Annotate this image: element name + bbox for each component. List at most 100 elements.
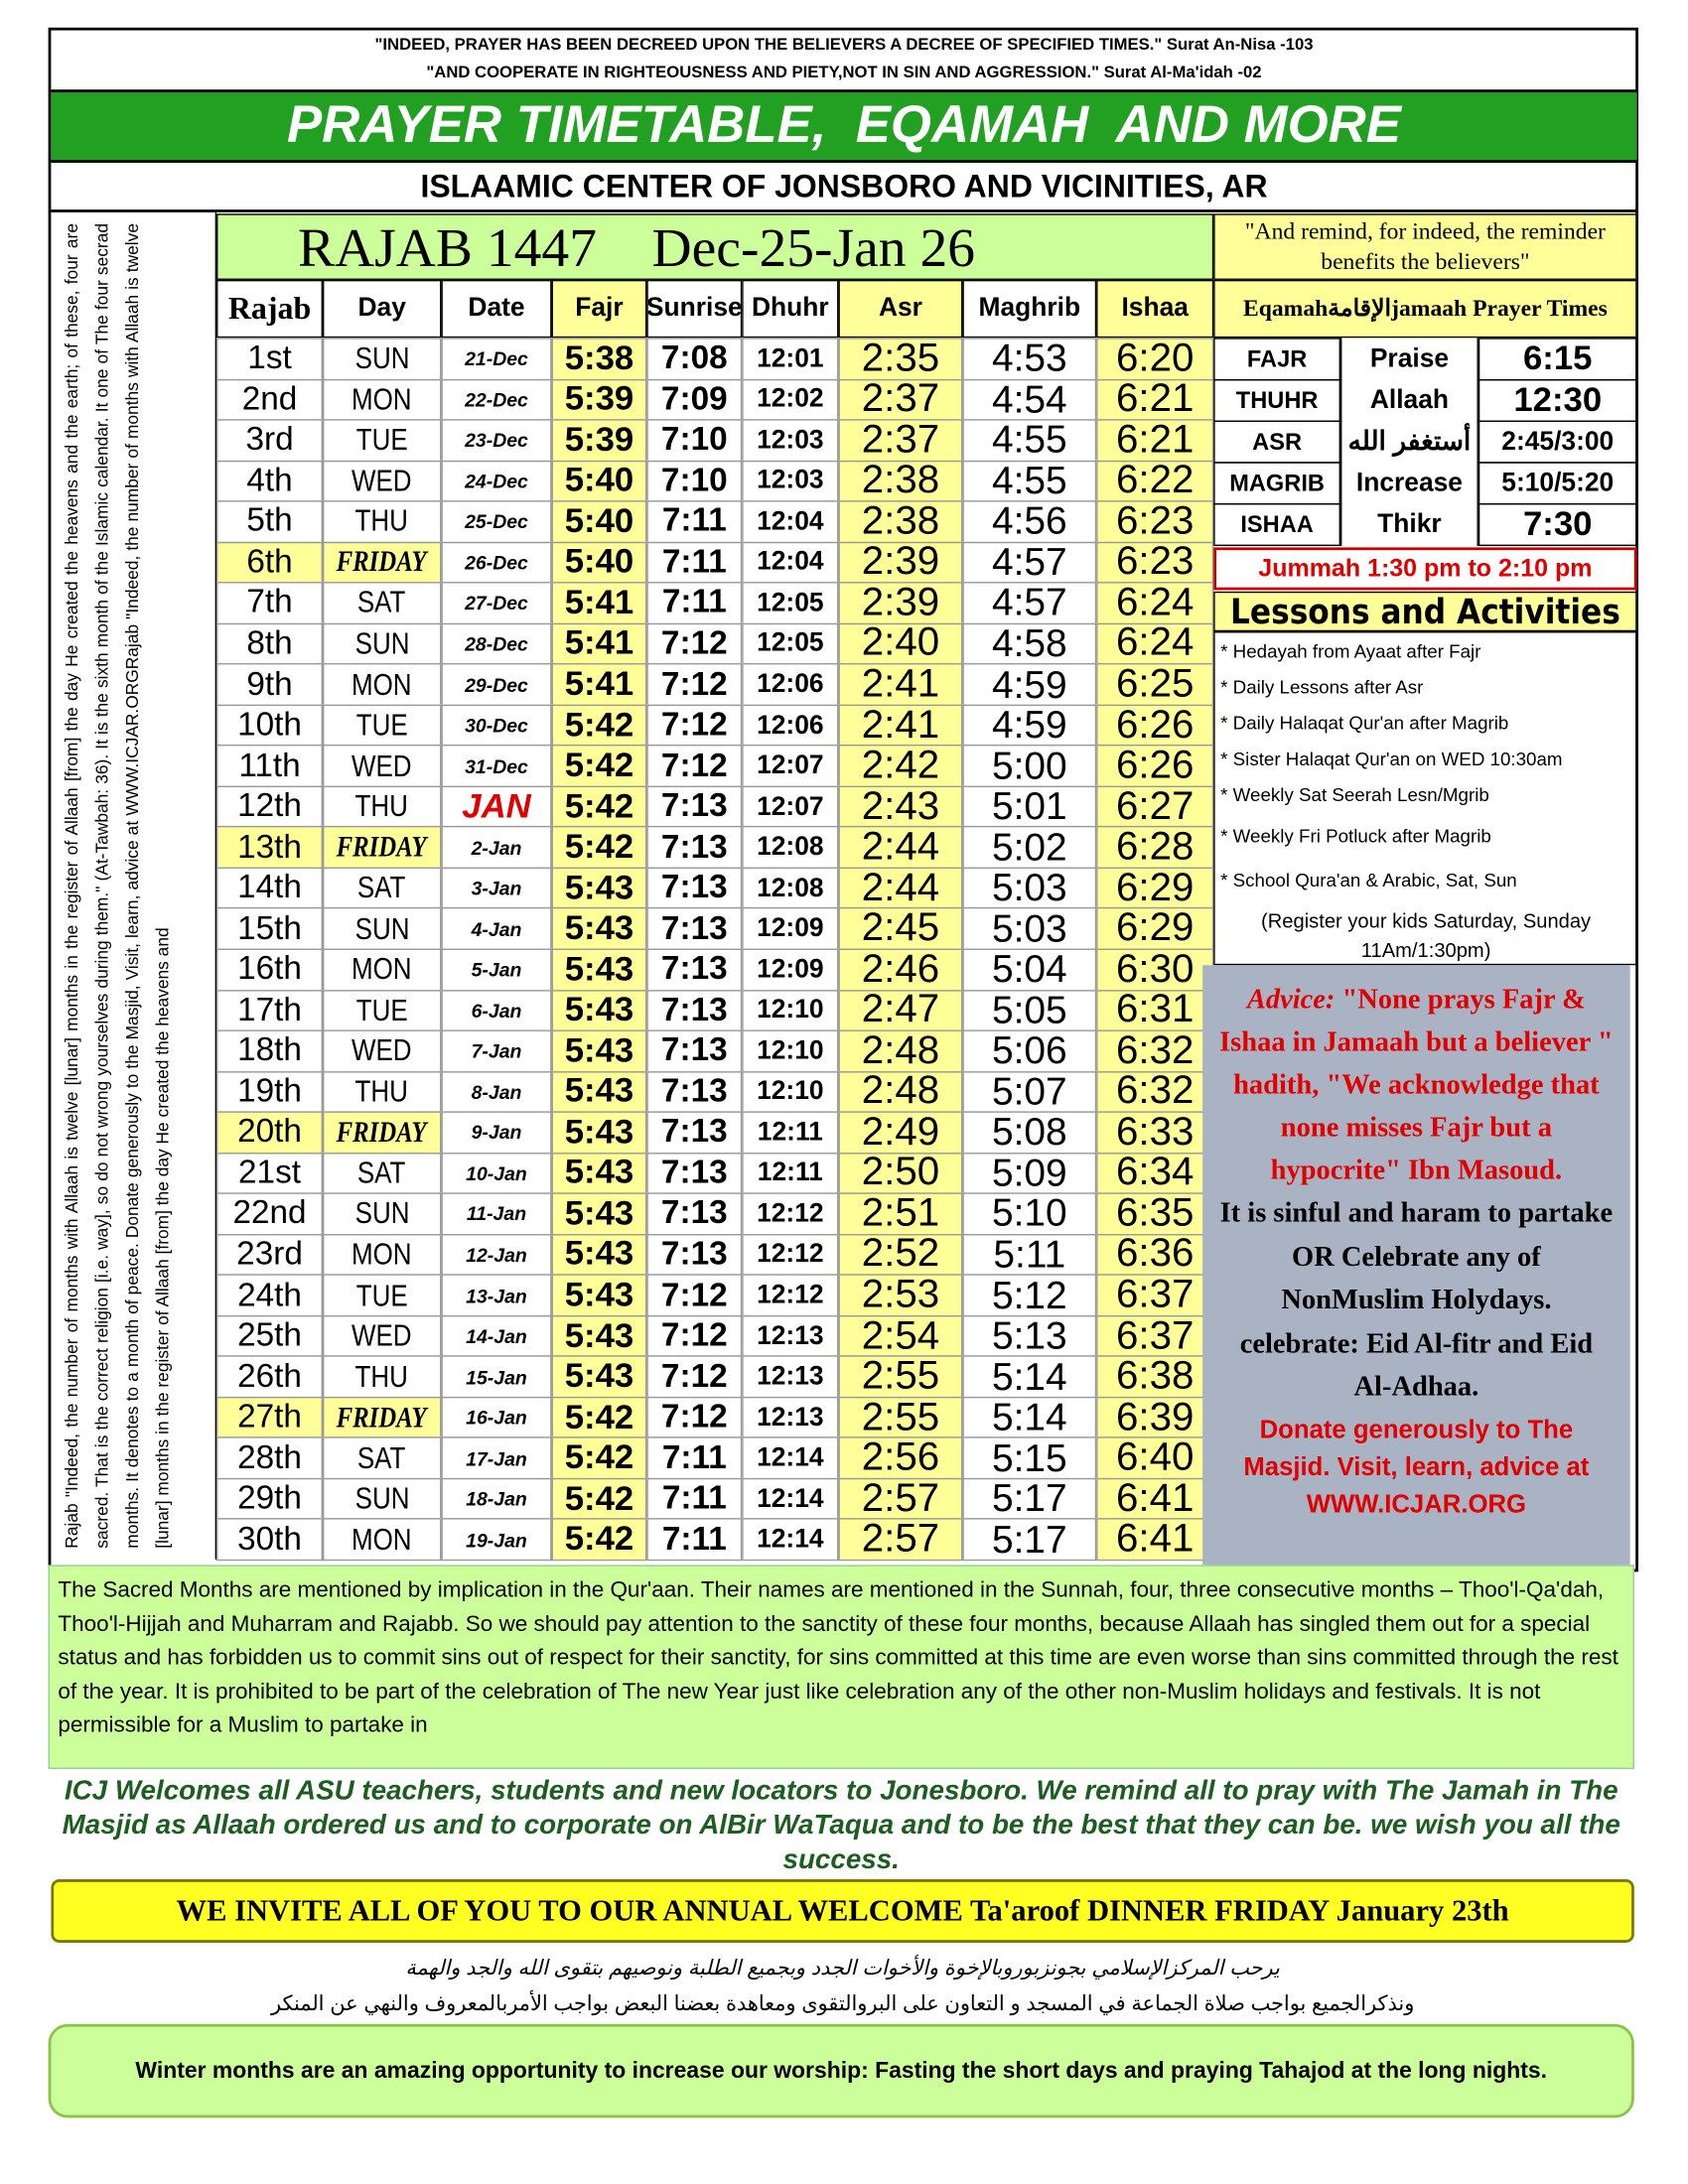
- cell-text: 6-Jan: [471, 999, 522, 1022]
- cell-text: 5:41: [564, 623, 634, 663]
- cell-text: 7:13: [660, 1235, 728, 1273]
- cell-text: 5:43: [564, 1071, 634, 1111]
- table-cell: SAT: [323, 1152, 442, 1195]
- table-cell: 6:23: [1096, 500, 1214, 543]
- cell-text: 2:46: [861, 948, 940, 991]
- quote: "AND COOPERATE IN RIGHTEOUSNESS AND PIET…: [426, 62, 1262, 81]
- cell-text: 2:48: [861, 1029, 940, 1072]
- table-cell: 5:43: [551, 907, 647, 950]
- cell-text: 23-Dec: [465, 429, 528, 452]
- cell-text: 5:43: [564, 1356, 634, 1396]
- cell-text: 27th: [237, 1398, 302, 1436]
- cell-text: 7:12: [660, 747, 728, 784]
- table-cell: 5:41: [551, 622, 647, 665]
- table-cell: 7:11: [646, 582, 743, 624]
- table-cell: 7:12: [646, 622, 743, 665]
- cell-text: 7:09: [660, 380, 728, 418]
- table-cell: 5:43: [551, 1274, 647, 1317]
- table-cell: 2:57: [838, 1518, 963, 1562]
- cell-text: 2:39: [861, 541, 940, 584]
- table-cell: 18-Jan: [441, 1477, 552, 1521]
- table-cell: 2:45: [838, 907, 963, 950]
- lesson-item: * Sister Halaqat Qur'an on WED 10:30am: [1220, 749, 1563, 770]
- cell-text: 4:59: [991, 704, 1067, 747]
- cell-text: 6:27: [1115, 785, 1195, 828]
- cell-text: 10-Jan: [466, 1161, 527, 1184]
- table-cell: 12:14: [742, 1518, 839, 1562]
- cell-text: WED: [352, 463, 413, 498]
- cell-text: 5:11: [993, 1233, 1066, 1276]
- cell-text: 28th: [237, 1438, 302, 1477]
- table-cell: 19-Jan: [441, 1518, 552, 1562]
- cell-text: 12:10: [757, 1036, 824, 1066]
- cell-text: 6:34: [1115, 1152, 1195, 1195]
- cell-text: 6:21: [1115, 378, 1195, 421]
- column-header: Maghrib: [962, 279, 1097, 339]
- table-cell: 7:13: [646, 1070, 743, 1114]
- cell-text: 2:43: [861, 785, 940, 828]
- table-cell: 4:59: [962, 704, 1097, 747]
- cell-text: 2:42: [861, 745, 940, 787]
- table-cell: 25-Dec: [441, 500, 552, 543]
- cell-text: 12:06: [757, 711, 824, 741]
- cell-text: 5:43: [564, 1234, 634, 1274]
- cell-text: 2:37: [861, 419, 940, 462]
- cell-text: 6:24: [1115, 582, 1195, 624]
- table-cell: 10-Jan: [441, 1152, 552, 1195]
- cell-text: 2:39: [861, 582, 940, 624]
- cell-text: MON: [352, 951, 413, 987]
- table-cell: 2:47: [838, 989, 963, 1031]
- table-cell: 6:24: [1096, 622, 1214, 665]
- table-cell: 4:55: [962, 460, 1097, 502]
- cell-text: 7:13: [660, 869, 728, 906]
- welcome: ICJ Welcomes all ASU teachers, students …: [62, 1775, 1620, 1875]
- cell-text: 30th: [237, 1520, 302, 1559]
- table-cell: TUE: [323, 419, 442, 462]
- table-cell: 7:11: [646, 1518, 743, 1562]
- table-cell: 6:26: [1096, 704, 1214, 747]
- cell-text: 7:13: [660, 950, 728, 988]
- table-cell: 4:54: [962, 378, 1097, 421]
- cell-text: 6:26: [1115, 745, 1195, 787]
- cell-text: WED: [352, 748, 413, 783]
- cell-text: 12:05: [757, 588, 824, 618]
- table-cell: 21st: [216, 1152, 324, 1195]
- cell-text: 21-Dec: [465, 347, 528, 370]
- cell-text: 4:53: [991, 338, 1067, 380]
- cell-text: 5:04: [991, 948, 1067, 991]
- table-cell: 29th: [216, 1477, 324, 1521]
- cell-text: 15th: [237, 909, 302, 947]
- table-cell: 6:38: [1096, 1355, 1214, 1399]
- table-cell: 16th: [216, 948, 324, 991]
- arabic-line: يرحب المركزالإسلامي بجونزبوروبالإخوة وال…: [405, 1956, 1280, 1980]
- table-cell: 2:53: [838, 1274, 963, 1317]
- cell-text: 3rd: [245, 421, 294, 459]
- table-cell: 5:40: [551, 500, 647, 543]
- table-cell: 28-Dec: [441, 622, 552, 665]
- table-cell: 2:51: [838, 1192, 963, 1236]
- table-cell: 12:04: [742, 541, 839, 584]
- cell-text: 6th: [246, 543, 293, 581]
- cell-text: 2:35: [861, 338, 940, 380]
- eqamah-cell: Thikr: [1340, 502, 1478, 546]
- eqamah-cell: MAGRIB: [1213, 462, 1341, 505]
- column-header: Sunrise: [646, 279, 743, 339]
- table-cell: 5:42: [551, 1396, 647, 1439]
- lesson-item: * Hedayah from Ayaat after Fajr: [1220, 640, 1481, 662]
- table-cell: 5:12: [962, 1274, 1097, 1317]
- lesson-item: * School Qura'an & Arabic, Sat, Sun: [1220, 870, 1517, 891]
- eqamah-cell: ISHAA: [1213, 502, 1341, 546]
- cell-text: JAN: [462, 786, 531, 826]
- cell-text: 4:59: [991, 663, 1067, 706]
- cell-text: 12:08: [757, 874, 824, 903]
- cell-text: SUN: [354, 910, 410, 946]
- table-cell: 12:12: [742, 1192, 839, 1236]
- cell-text: 5:12: [991, 1274, 1067, 1316]
- table-cell: 7:13: [646, 907, 743, 950]
- table-cell: 5th: [216, 500, 324, 543]
- cell-text: 2:54: [861, 1314, 940, 1358]
- cell-text: 7:13: [660, 991, 728, 1028]
- table-cell: 2:40: [838, 622, 963, 665]
- cell-text: 5:42: [564, 1478, 634, 1518]
- cell-text: 2:40: [861, 622, 940, 665]
